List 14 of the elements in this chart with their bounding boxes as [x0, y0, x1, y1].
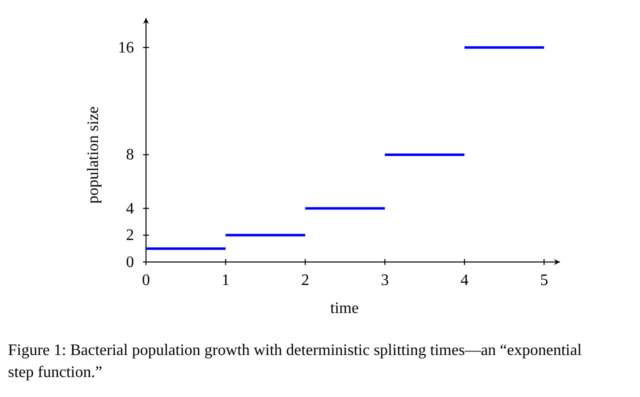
y-tick-label: 0 [126, 254, 134, 271]
caption: Figure 1: Bacterial population growth with deterministic splitting times—an “exponential step function.” [8, 342, 582, 381]
x-tick-label: 2 [301, 272, 310, 289]
y-tick-label: 4 [126, 200, 134, 218]
y-tick-label: 8 [126, 146, 134, 164]
x-tick-label: 5 [540, 272, 548, 289]
x-axis-title: time [330, 300, 359, 317]
y-tick-label: 2 [126, 227, 134, 244]
x-tick-label: 1 [222, 272, 230, 289]
x-tick-label: 0 [142, 272, 150, 289]
y-axis-title: population size [85, 106, 102, 204]
x-tick-label: 4 [460, 272, 468, 289]
y-tick-label: 16 [118, 39, 134, 56]
x-tick-label: 3 [380, 272, 389, 289]
